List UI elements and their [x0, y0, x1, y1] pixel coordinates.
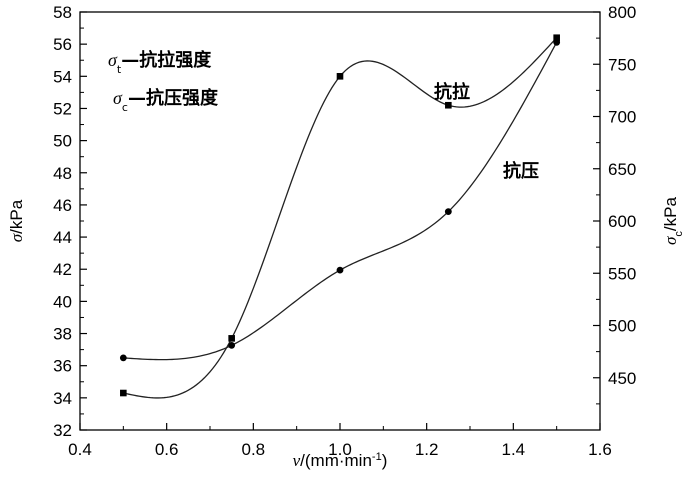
y-right-tick-label: 550	[608, 264, 636, 283]
y-left-axis-title: σ/kPa	[7, 199, 26, 242]
y-left-tick-label: 46	[53, 196, 72, 215]
y-left-tick-label: 44	[53, 228, 72, 247]
y-left-tick-label: 56	[53, 35, 72, 54]
y-left-tick-label: 58	[53, 3, 72, 22]
x-tick-label: 1.0	[328, 440, 352, 459]
y-left-tick-label: 38	[53, 325, 72, 344]
y-right-tick-label: 500	[608, 317, 636, 336]
y-left-tick-label: 50	[53, 132, 72, 151]
compressive-point	[228, 341, 236, 349]
x-tick-label: 1.6	[588, 440, 612, 459]
series-label-tensile: 抗拉	[434, 81, 470, 103]
x-tick-label: 0.8	[242, 440, 266, 459]
y-right-axis-ticks: 450 500 550 600 650 700 750 800	[593, 3, 636, 405]
tensile-point	[120, 389, 127, 397]
tensile-point	[336, 73, 344, 80]
y-right-tick-label: 800	[608, 3, 636, 22]
y-right-tick-label: 450	[608, 369, 636, 388]
y-left-tick-label: 54	[53, 67, 72, 86]
y-left-tick-label: 48	[53, 164, 72, 183]
y-left-tick-label: 34	[53, 389, 72, 408]
y-left-tick-label: 36	[53, 357, 72, 376]
y-right-tick-label: 750	[608, 55, 636, 74]
x-tick-label: 0.4	[68, 440, 92, 459]
series-markers	[119, 34, 561, 397]
y-left-axis-ticks: 32 34 36 38 40 42 44 46 48 50 52 54 56 58	[53, 3, 87, 440]
y-left-tick-label: 40	[53, 292, 72, 311]
y-left-tick-label: 42	[53, 260, 72, 279]
y-left-tick-label: 52	[53, 99, 72, 118]
legend-entry-compressive: σc—抗压强度	[113, 87, 219, 114]
tensile-point	[445, 101, 452, 109]
compressive-point	[444, 208, 452, 215]
y-right-axis-title: σc/kPa	[661, 197, 685, 245]
tensile-point	[553, 34, 560, 42]
y-left-tick-label: 32	[53, 421, 72, 440]
x-tick-label: 1.4	[502, 440, 526, 459]
x-tick-label: 1.2	[415, 440, 439, 459]
tensile-point	[228, 335, 235, 342]
y-right-tick-label: 650	[608, 160, 636, 179]
x-tick-label: 0.6	[155, 440, 179, 459]
compressive-point	[553, 38, 561, 46]
y-right-tick-label: 600	[608, 212, 636, 231]
compressive-point	[119, 354, 127, 362]
legend-entry-tensile: σt—抗拉强度	[108, 49, 212, 76]
series-label-compressive: 抗压	[503, 160, 539, 182]
y-right-tick-label: 700	[608, 108, 636, 127]
x-axis-ticks: 0.4 0.6 0.8 1.0 1.2 1.4 1.6	[68, 423, 612, 459]
x-axis-title: v/(mm·min-1)	[293, 451, 388, 470]
compressive-point	[336, 266, 344, 274]
